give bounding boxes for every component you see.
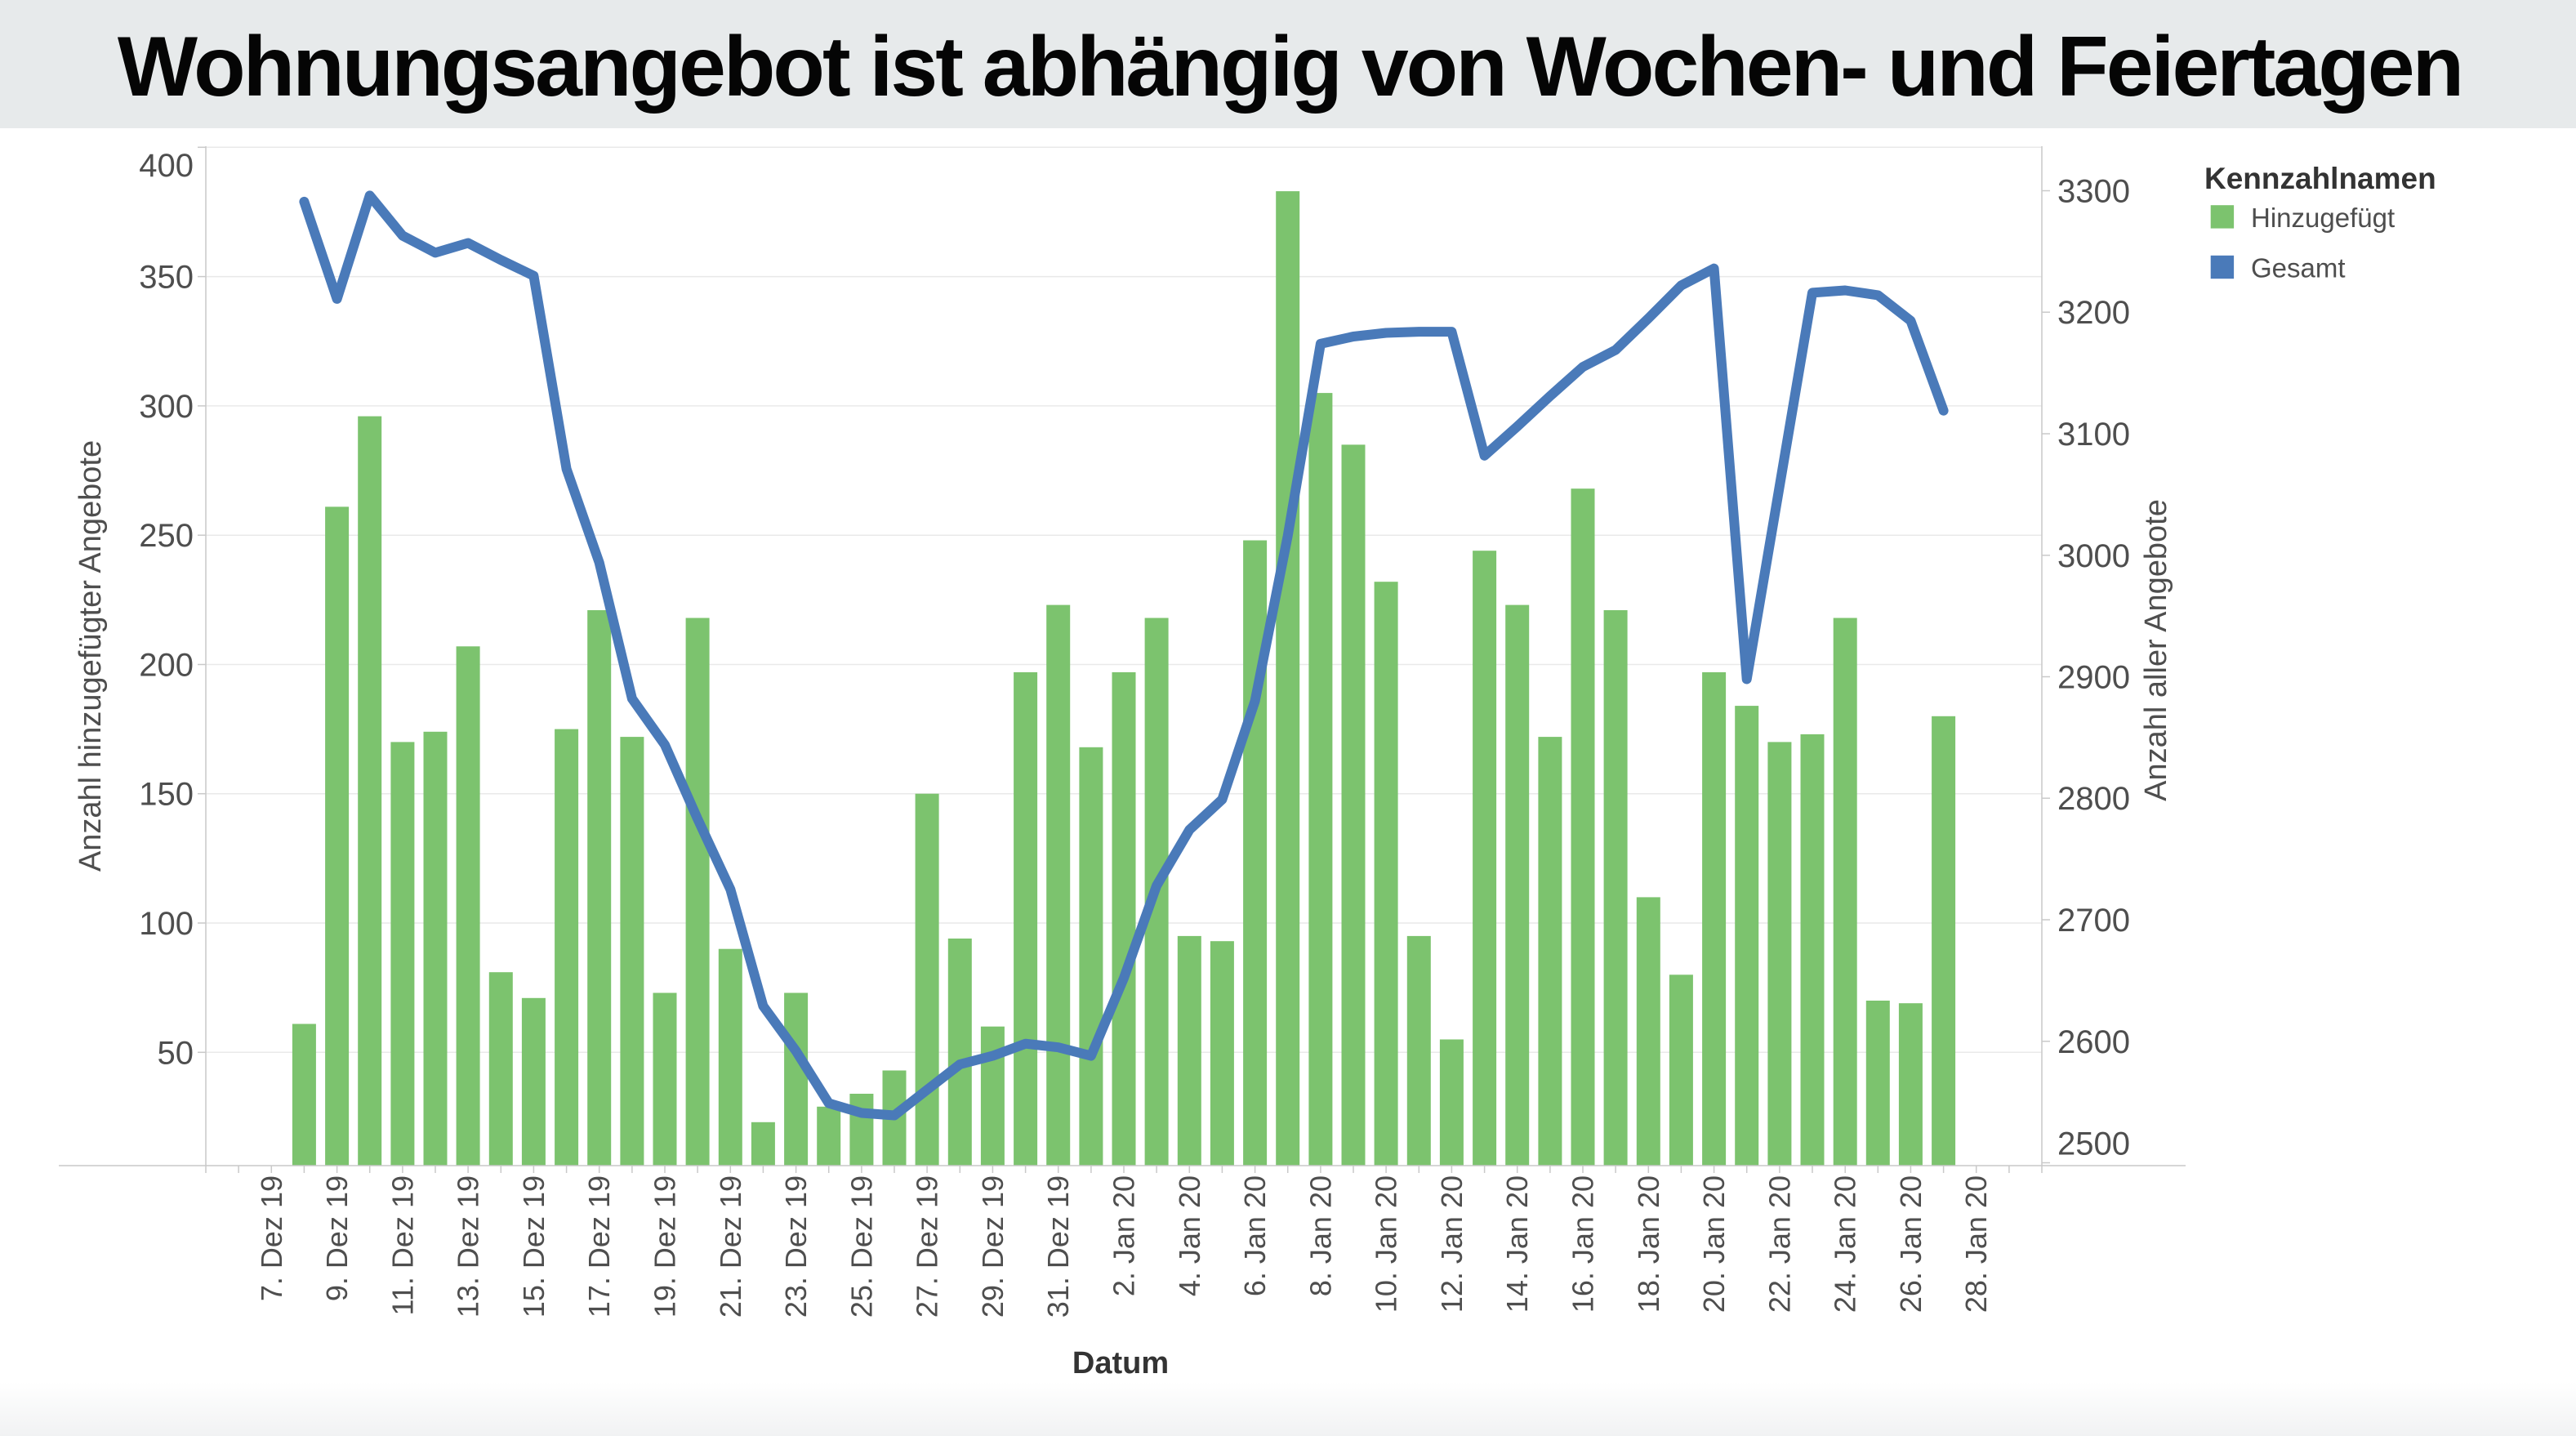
svg-text:100: 100 [139, 906, 194, 942]
svg-text:3300: 3300 [2057, 174, 2130, 210]
svg-text:50: 50 [158, 1035, 194, 1071]
svg-text:25. Dez 19: 25. Dez 19 [845, 1175, 878, 1318]
svg-text:350: 350 [139, 260, 194, 296]
svg-text:19. Dez 19: 19. Dez 19 [648, 1175, 682, 1318]
svg-text:7. Dez 19: 7. Dez 19 [255, 1175, 288, 1301]
svg-text:Gesamt: Gesamt [2251, 253, 2346, 283]
svg-text:28. Jan 20: 28. Jan 20 [1959, 1175, 1993, 1313]
svg-text:200: 200 [139, 648, 194, 684]
svg-text:27. Dez 19: 27. Dez 19 [911, 1175, 944, 1318]
svg-text:300: 300 [139, 389, 194, 425]
svg-text:10. Jan 20: 10. Jan 20 [1370, 1175, 1403, 1313]
svg-text:16. Jan 20: 16. Jan 20 [1567, 1175, 1600, 1313]
svg-text:400: 400 [139, 148, 194, 184]
svg-text:13. Dez 19: 13. Dez 19 [452, 1175, 485, 1318]
svg-text:9. Dez 19: 9. Dez 19 [320, 1175, 354, 1301]
svg-text:4. Jan 20: 4. Jan 20 [1173, 1175, 1206, 1296]
svg-text:18. Jan 20: 18. Jan 20 [1632, 1175, 1665, 1313]
svg-text:22. Jan 20: 22. Jan 20 [1763, 1175, 1796, 1313]
svg-text:Datum: Datum [1072, 1346, 1169, 1380]
svg-text:250: 250 [139, 518, 194, 554]
svg-text:31. Dez 19: 31. Dez 19 [1041, 1175, 1075, 1318]
svg-text:150: 150 [139, 777, 194, 813]
svg-text:8. Jan 20: 8. Jan 20 [1304, 1175, 1337, 1296]
svg-text:2700: 2700 [2057, 903, 2130, 939]
svg-text:Anzahl aller Angebote: Anzahl aller Angebote [2139, 499, 2173, 801]
svg-text:29. Dez 19: 29. Dez 19 [976, 1175, 1009, 1318]
svg-text:21. Dez 19: 21. Dez 19 [714, 1175, 747, 1318]
svg-text:24. Jan 20: 24. Jan 20 [1829, 1175, 1862, 1313]
svg-text:23. Dez 19: 23. Dez 19 [779, 1175, 813, 1318]
svg-text:14. Jan 20: 14. Jan 20 [1500, 1175, 1534, 1313]
svg-text:2600: 2600 [2057, 1024, 2130, 1060]
svg-text:2. Jan 20: 2. Jan 20 [1108, 1175, 1141, 1296]
svg-text:3000: 3000 [2057, 538, 2130, 574]
svg-text:20. Jan 20: 20. Jan 20 [1697, 1175, 1731, 1313]
svg-text:Wohnungsangebot ist abhängig v: Wohnungsangebot ist abhängig von Wochen-… [118, 20, 2462, 114]
svg-text:2500: 2500 [2057, 1126, 2130, 1162]
svg-text:11. Dez 19: 11. Dez 19 [386, 1175, 419, 1315]
svg-text:2900: 2900 [2057, 660, 2130, 696]
svg-text:6. Jan 20: 6. Jan 20 [1238, 1175, 1272, 1296]
svg-text:12. Jan 20: 12. Jan 20 [1435, 1175, 1468, 1313]
svg-text:Anzahl hinzugefügter Angebote: Anzahl hinzugefügter Angebote [74, 440, 108, 872]
svg-text:2800: 2800 [2057, 781, 2130, 817]
svg-text:26. Jan 20: 26. Jan 20 [1894, 1175, 1928, 1313]
svg-text:Hinzugefügt: Hinzugefügt [2251, 203, 2395, 233]
svg-text:Kennzahlnamen: Kennzahlnamen [2204, 162, 2436, 195]
svg-text:15. Dez 19: 15. Dez 19 [517, 1175, 550, 1318]
svg-text:3200: 3200 [2057, 295, 2130, 331]
svg-text:17. Dez 19: 17. Dez 19 [582, 1175, 616, 1318]
svg-text:3100: 3100 [2057, 417, 2130, 453]
